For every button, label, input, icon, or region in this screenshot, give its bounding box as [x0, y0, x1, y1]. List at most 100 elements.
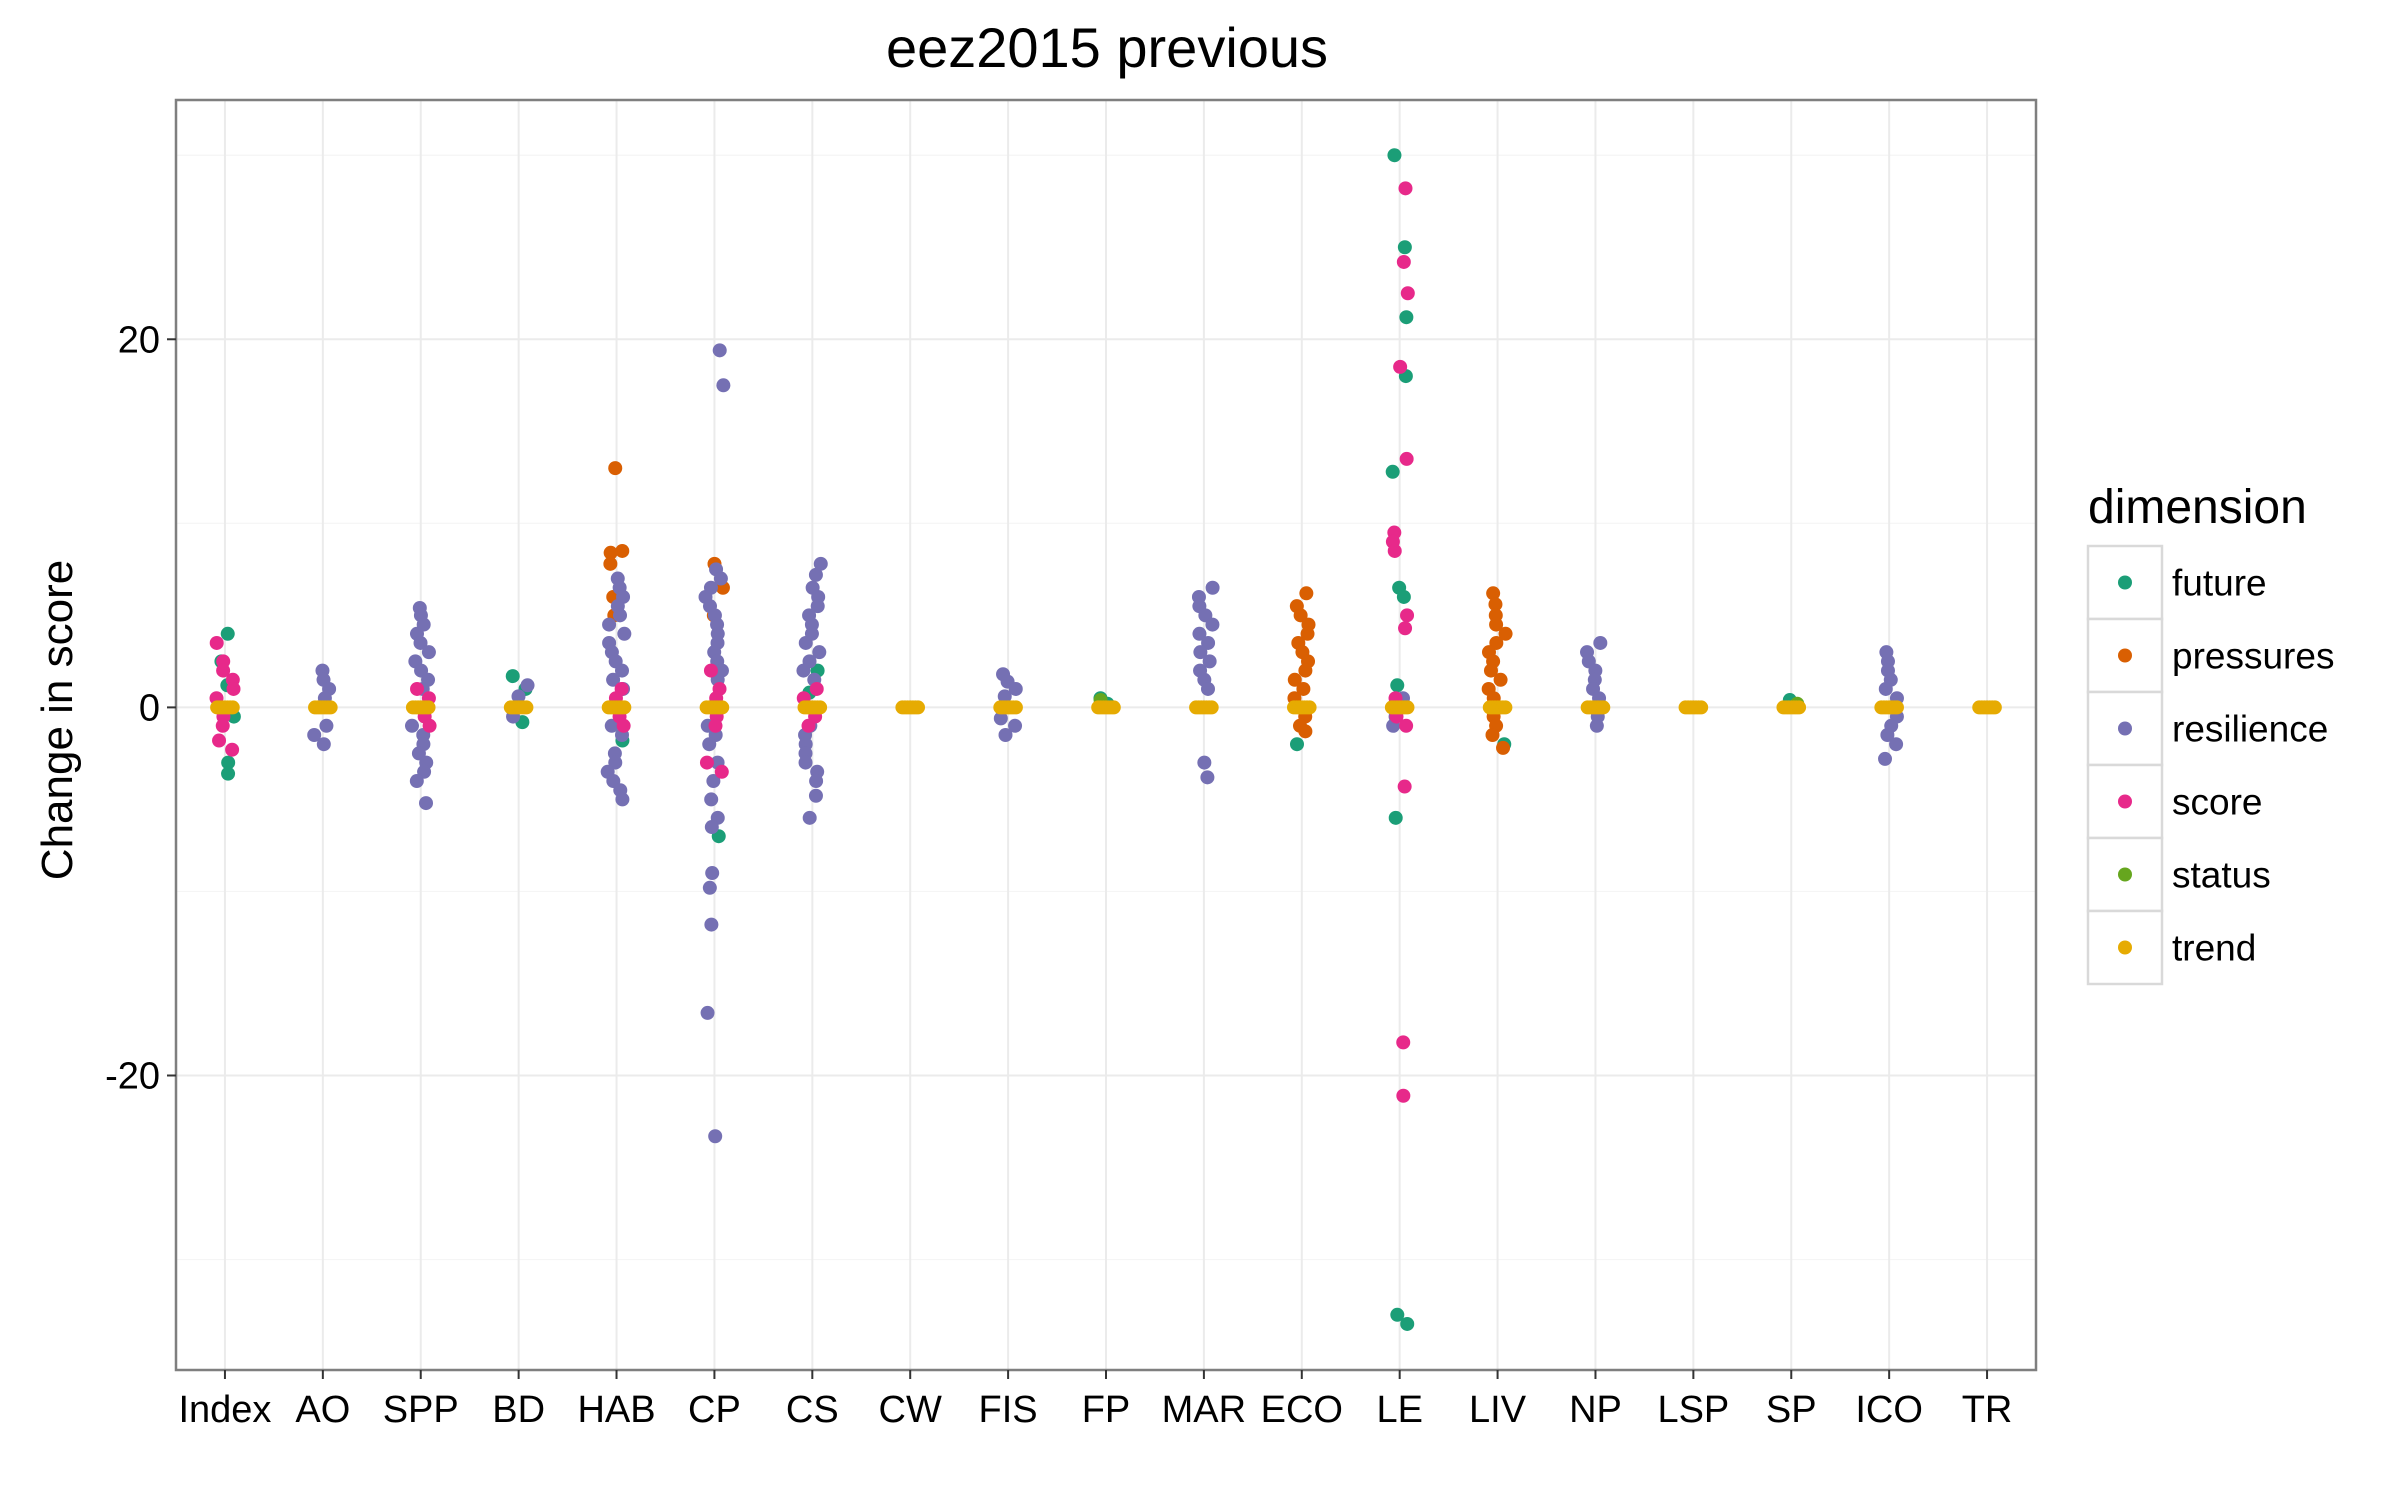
y-tick-label: -20 — [105, 1056, 160, 1098]
data-point-resilience — [808, 788, 823, 803]
data-point-trend — [519, 700, 534, 715]
data-point-resilience — [798, 635, 813, 650]
data-point-future — [1385, 464, 1400, 479]
x-tick-label: ICO — [1855, 1389, 1923, 1431]
legend-key — [2086, 763, 2164, 840]
data-point-pressures — [1296, 681, 1311, 696]
data-point-future — [1397, 240, 1412, 255]
data-point-future — [1390, 678, 1405, 693]
x-tick-label: CW — [879, 1389, 942, 1431]
data-point-pressures — [1300, 626, 1315, 641]
x-tick-label: LE — [1376, 1389, 1422, 1431]
legend-marker-resilience — [2118, 721, 2132, 736]
y-axis-title: Change in score — [33, 560, 82, 880]
data-point-resilience — [604, 718, 619, 733]
data-point-score — [1387, 543, 1402, 558]
x-tick-label: HAB — [577, 1389, 655, 1431]
data-point-score — [699, 755, 714, 770]
x-tick-label: AO — [295, 1389, 350, 1431]
data-point-resilience — [704, 917, 719, 932]
y-axis: -20 0 20 — [105, 319, 176, 1098]
data-point-trend — [1106, 700, 1121, 715]
data-point-score — [1398, 181, 1413, 196]
data-point-trend — [617, 700, 632, 715]
data-point-future — [1400, 1316, 1415, 1331]
data-point-score — [1396, 1088, 1411, 1103]
data-point-resilience — [1205, 580, 1220, 595]
data-point-pressures — [1293, 608, 1308, 623]
data-point-pressures — [1287, 672, 1302, 687]
data-point-resilience — [700, 1005, 715, 1020]
data-point-resilience — [316, 737, 331, 752]
data-point-resilience — [511, 689, 526, 704]
data-point-score — [1400, 608, 1415, 623]
data-point-resilience — [813, 556, 828, 571]
data-point-resilience — [808, 567, 823, 582]
data-point-resilience — [1205, 617, 1220, 632]
data-point-score — [1396, 1035, 1411, 1050]
x-tick-label: ECO — [1261, 1389, 1343, 1431]
data-point-score — [215, 718, 230, 733]
data-point-resilience — [1201, 635, 1216, 650]
data-point-pressures — [603, 545, 618, 560]
x-tick-label: FP — [1082, 1389, 1131, 1431]
data-point-future — [505, 669, 520, 684]
data-point-resilience — [421, 645, 436, 660]
data-point-trend — [1987, 700, 2002, 715]
y-tick-label: 0 — [139, 687, 160, 729]
data-point-pressures — [1498, 626, 1513, 641]
data-point-pressures — [608, 461, 623, 476]
data-point-resilience — [615, 792, 630, 807]
data-point-trend — [1498, 700, 1513, 715]
x-tick-label: TR — [1962, 1389, 2013, 1431]
data-point-resilience — [713, 571, 728, 586]
data-point-future — [1387, 148, 1402, 163]
data-point-score — [225, 742, 240, 757]
x-tick-label: Index — [178, 1389, 271, 1431]
data-point-pressures — [1488, 597, 1503, 612]
data-point-score — [209, 635, 224, 650]
data-point-resilience — [704, 792, 719, 807]
data-point-resilience — [1589, 718, 1604, 733]
legend-label-score: score — [2172, 782, 2262, 823]
data-point-pressures — [615, 543, 630, 558]
data-point-resilience — [520, 678, 535, 693]
data-point-score — [1398, 621, 1413, 636]
data-point-score — [1397, 779, 1412, 794]
y-tick-label: 20 — [118, 319, 160, 361]
legend-marker-pressures — [2118, 648, 2132, 663]
legend-marker-score — [2118, 794, 2132, 809]
data-point-resilience — [413, 635, 428, 650]
data-point-resilience — [997, 689, 1012, 704]
data-point-pressures — [1299, 586, 1314, 601]
data-point-score — [216, 663, 231, 678]
data-point-resilience — [608, 755, 623, 770]
data-point-pressures — [1485, 728, 1500, 742]
data-point-resilience — [602, 617, 617, 632]
legend: dimension future pressures resilience score… — [2086, 481, 2334, 986]
data-point-pressures — [1483, 663, 1498, 678]
x-tick-label: FIS — [979, 1389, 1038, 1431]
data-point-score — [1399, 451, 1414, 466]
data-point-resilience — [798, 755, 813, 770]
data-point-trend — [323, 700, 338, 715]
legend-label-status: status — [2172, 855, 2271, 896]
data-point-resilience — [716, 378, 731, 393]
data-point-trend — [813, 700, 828, 715]
data-points — [209, 148, 2002, 1331]
data-point-resilience — [1008, 681, 1023, 696]
data-point-future — [1390, 1307, 1405, 1322]
data-point-future — [221, 766, 236, 781]
data-point-resilience — [810, 599, 825, 614]
data-point-future — [1388, 810, 1403, 825]
data-point-trend — [1008, 700, 1023, 715]
data-point-resilience — [802, 810, 817, 825]
data-point-pressures — [1489, 617, 1504, 632]
data-point-score — [809, 681, 824, 696]
data-point-trend — [1302, 700, 1317, 715]
data-point-pressures — [1486, 586, 1501, 601]
data-point-score — [616, 718, 631, 733]
data-point-score — [703, 663, 718, 678]
data-point-resilience — [1197, 755, 1212, 770]
data-point-score — [1393, 359, 1408, 374]
